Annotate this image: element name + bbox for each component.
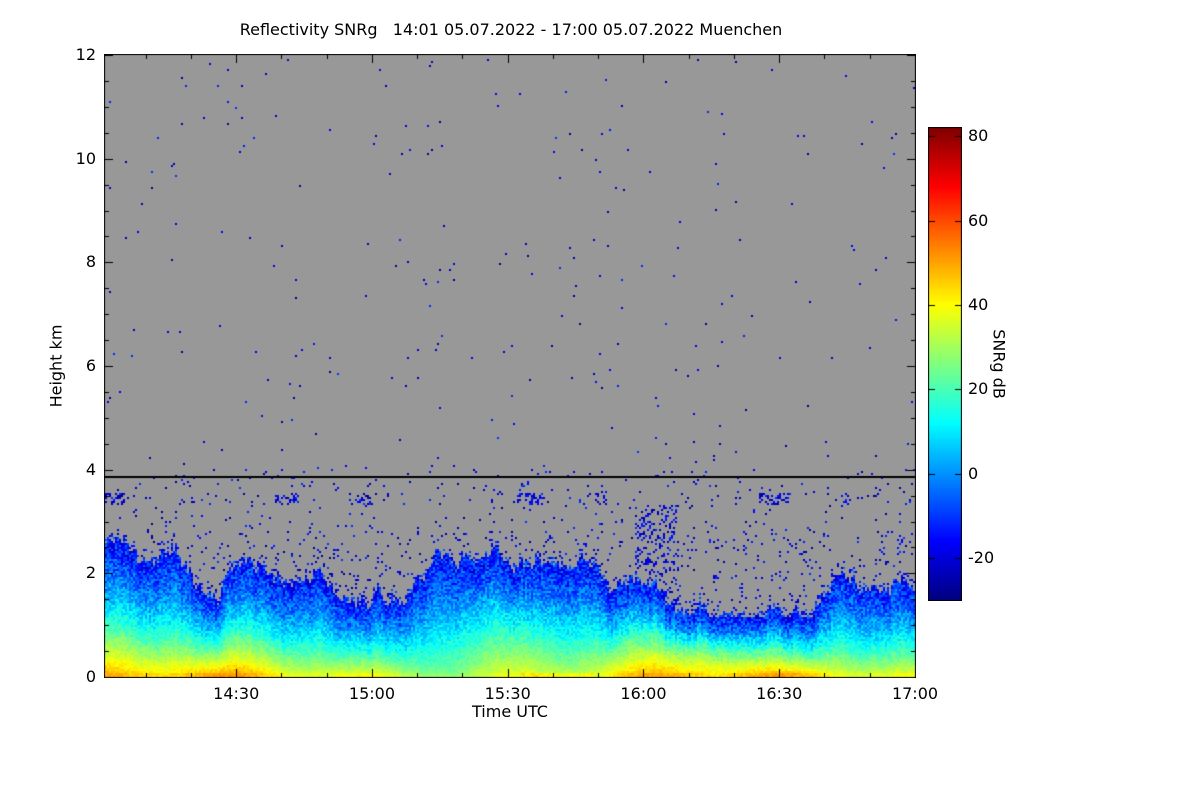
- colorbar-canvas: [928, 127, 962, 601]
- y-tick-label: 10: [75, 148, 96, 168]
- y-tick-label: 12: [75, 45, 96, 64]
- x-tick-label: 15:00: [348, 684, 396, 703]
- colorbar-tick-label: 60: [968, 210, 989, 230]
- colorbar-tick-label: -20: [968, 547, 995, 567]
- x-tick-label: 16:00: [620, 684, 667, 703]
- colorbar-tick-label: 80: [968, 126, 989, 146]
- y-tick-label: 2: [85, 563, 96, 583]
- y-axis-label: Height km: [46, 324, 66, 408]
- y-tick-label: 0: [85, 667, 96, 686]
- y-tick-label: 4: [85, 459, 96, 479]
- colorbar-label: SNRg dB: [989, 329, 1009, 399]
- x-axis-label: Time UTC: [472, 702, 548, 721]
- colorbar-tick-label: 40: [968, 295, 989, 314]
- colorbar-tick-label: 0: [968, 463, 979, 483]
- x-tick-label: 15:30: [484, 684, 531, 703]
- chart-title: Reflectivity SNRg 14:01 05.07.2022 - 17:…: [239, 20, 783, 39]
- x-tick-label: 16:30: [756, 684, 803, 703]
- colorbar-tick-label: 20: [968, 379, 989, 399]
- x-tick-label: 17:00: [891, 684, 939, 703]
- x-tick-label: 14:30: [213, 684, 260, 703]
- heatmap-canvas: [104, 54, 916, 678]
- y-tick-label: 8: [85, 252, 96, 272]
